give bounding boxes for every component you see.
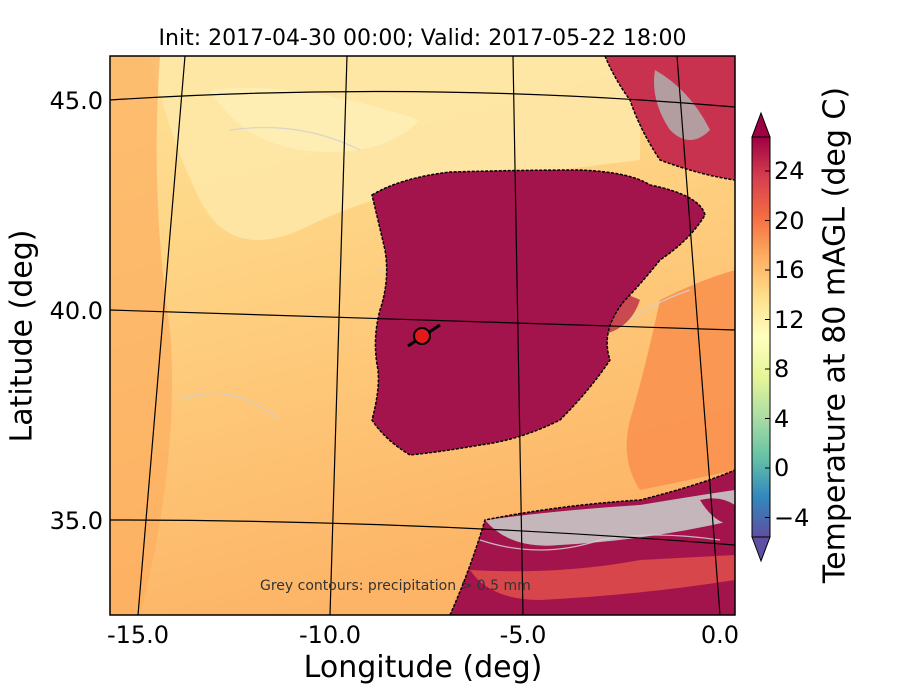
plot-title: Init: 2017-04-30 00:00; Valid: 2017-05-2… xyxy=(158,26,687,51)
cbar-tick-label: −4 xyxy=(774,504,809,532)
cbar-tick-label: 16 xyxy=(774,256,805,284)
cbar-tick-label: 12 xyxy=(774,306,805,334)
x-ticks: -15.0 -10.0 -5.0 0.0 xyxy=(107,621,739,649)
y-axis-label: Latitude (deg) xyxy=(4,229,40,443)
cbar-tick-label: 8 xyxy=(774,355,789,383)
map-area xyxy=(110,56,735,615)
colorbar-ticks: 24 20 16 12 8 4 0 −4 xyxy=(774,157,809,532)
x-tick-label: 0.0 xyxy=(701,621,739,649)
colorbar-label: Temperature at 80 mAGL (deg C) xyxy=(817,86,853,584)
x-tick-label: -10.0 xyxy=(299,621,361,649)
cbar-tick-label: 0 xyxy=(774,454,789,482)
cbar-tick-label: 4 xyxy=(774,405,789,433)
y-tick-label: 40.0 xyxy=(50,297,103,325)
y-ticks: 45.0 40.0 35.0 xyxy=(50,87,103,535)
cbar-tick-label: 20 xyxy=(774,207,805,235)
colorbar xyxy=(751,111,771,563)
x-tick-label: -5.0 xyxy=(500,621,547,649)
x-axis-label: Longitude (deg) xyxy=(303,650,543,685)
warm-ocean-band xyxy=(110,56,172,615)
graticule xyxy=(110,56,735,615)
colorbar-max-arrow xyxy=(751,111,771,138)
colorbar-min-arrow xyxy=(751,536,771,563)
y-tick-label: 35.0 xyxy=(50,507,103,535)
colorbar-gradient xyxy=(752,137,770,537)
map-frame xyxy=(109,55,736,616)
cbar-tick-label: 24 xyxy=(774,157,805,185)
colorbar-border xyxy=(751,136,771,538)
x-tick-label: -15.0 xyxy=(107,621,169,649)
contour-note: Grey contours: precipitation > 0.5 mm xyxy=(260,578,531,594)
mediterranean xyxy=(626,270,735,490)
location-marker xyxy=(407,323,441,348)
y-tick-label: 45.0 xyxy=(50,87,103,115)
